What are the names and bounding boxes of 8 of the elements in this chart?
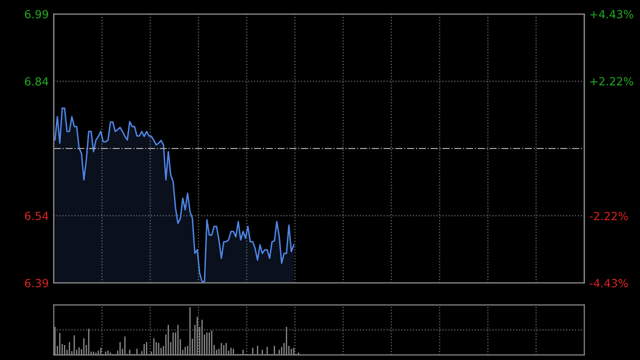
y-tick-label: 6.39 xyxy=(24,278,48,288)
y-tick-label: 6.84 xyxy=(24,77,48,86)
y2-tick-label: +2.22% xyxy=(590,77,634,86)
y-tick-label: 6.99 xyxy=(24,10,48,18)
y-tick-label: 6.54 xyxy=(24,212,48,220)
y2-tick-label: -2.22% xyxy=(590,212,628,220)
y2-tick-label: +4.43% xyxy=(590,10,634,18)
y2-tick-label: -4.43% xyxy=(590,278,628,288)
